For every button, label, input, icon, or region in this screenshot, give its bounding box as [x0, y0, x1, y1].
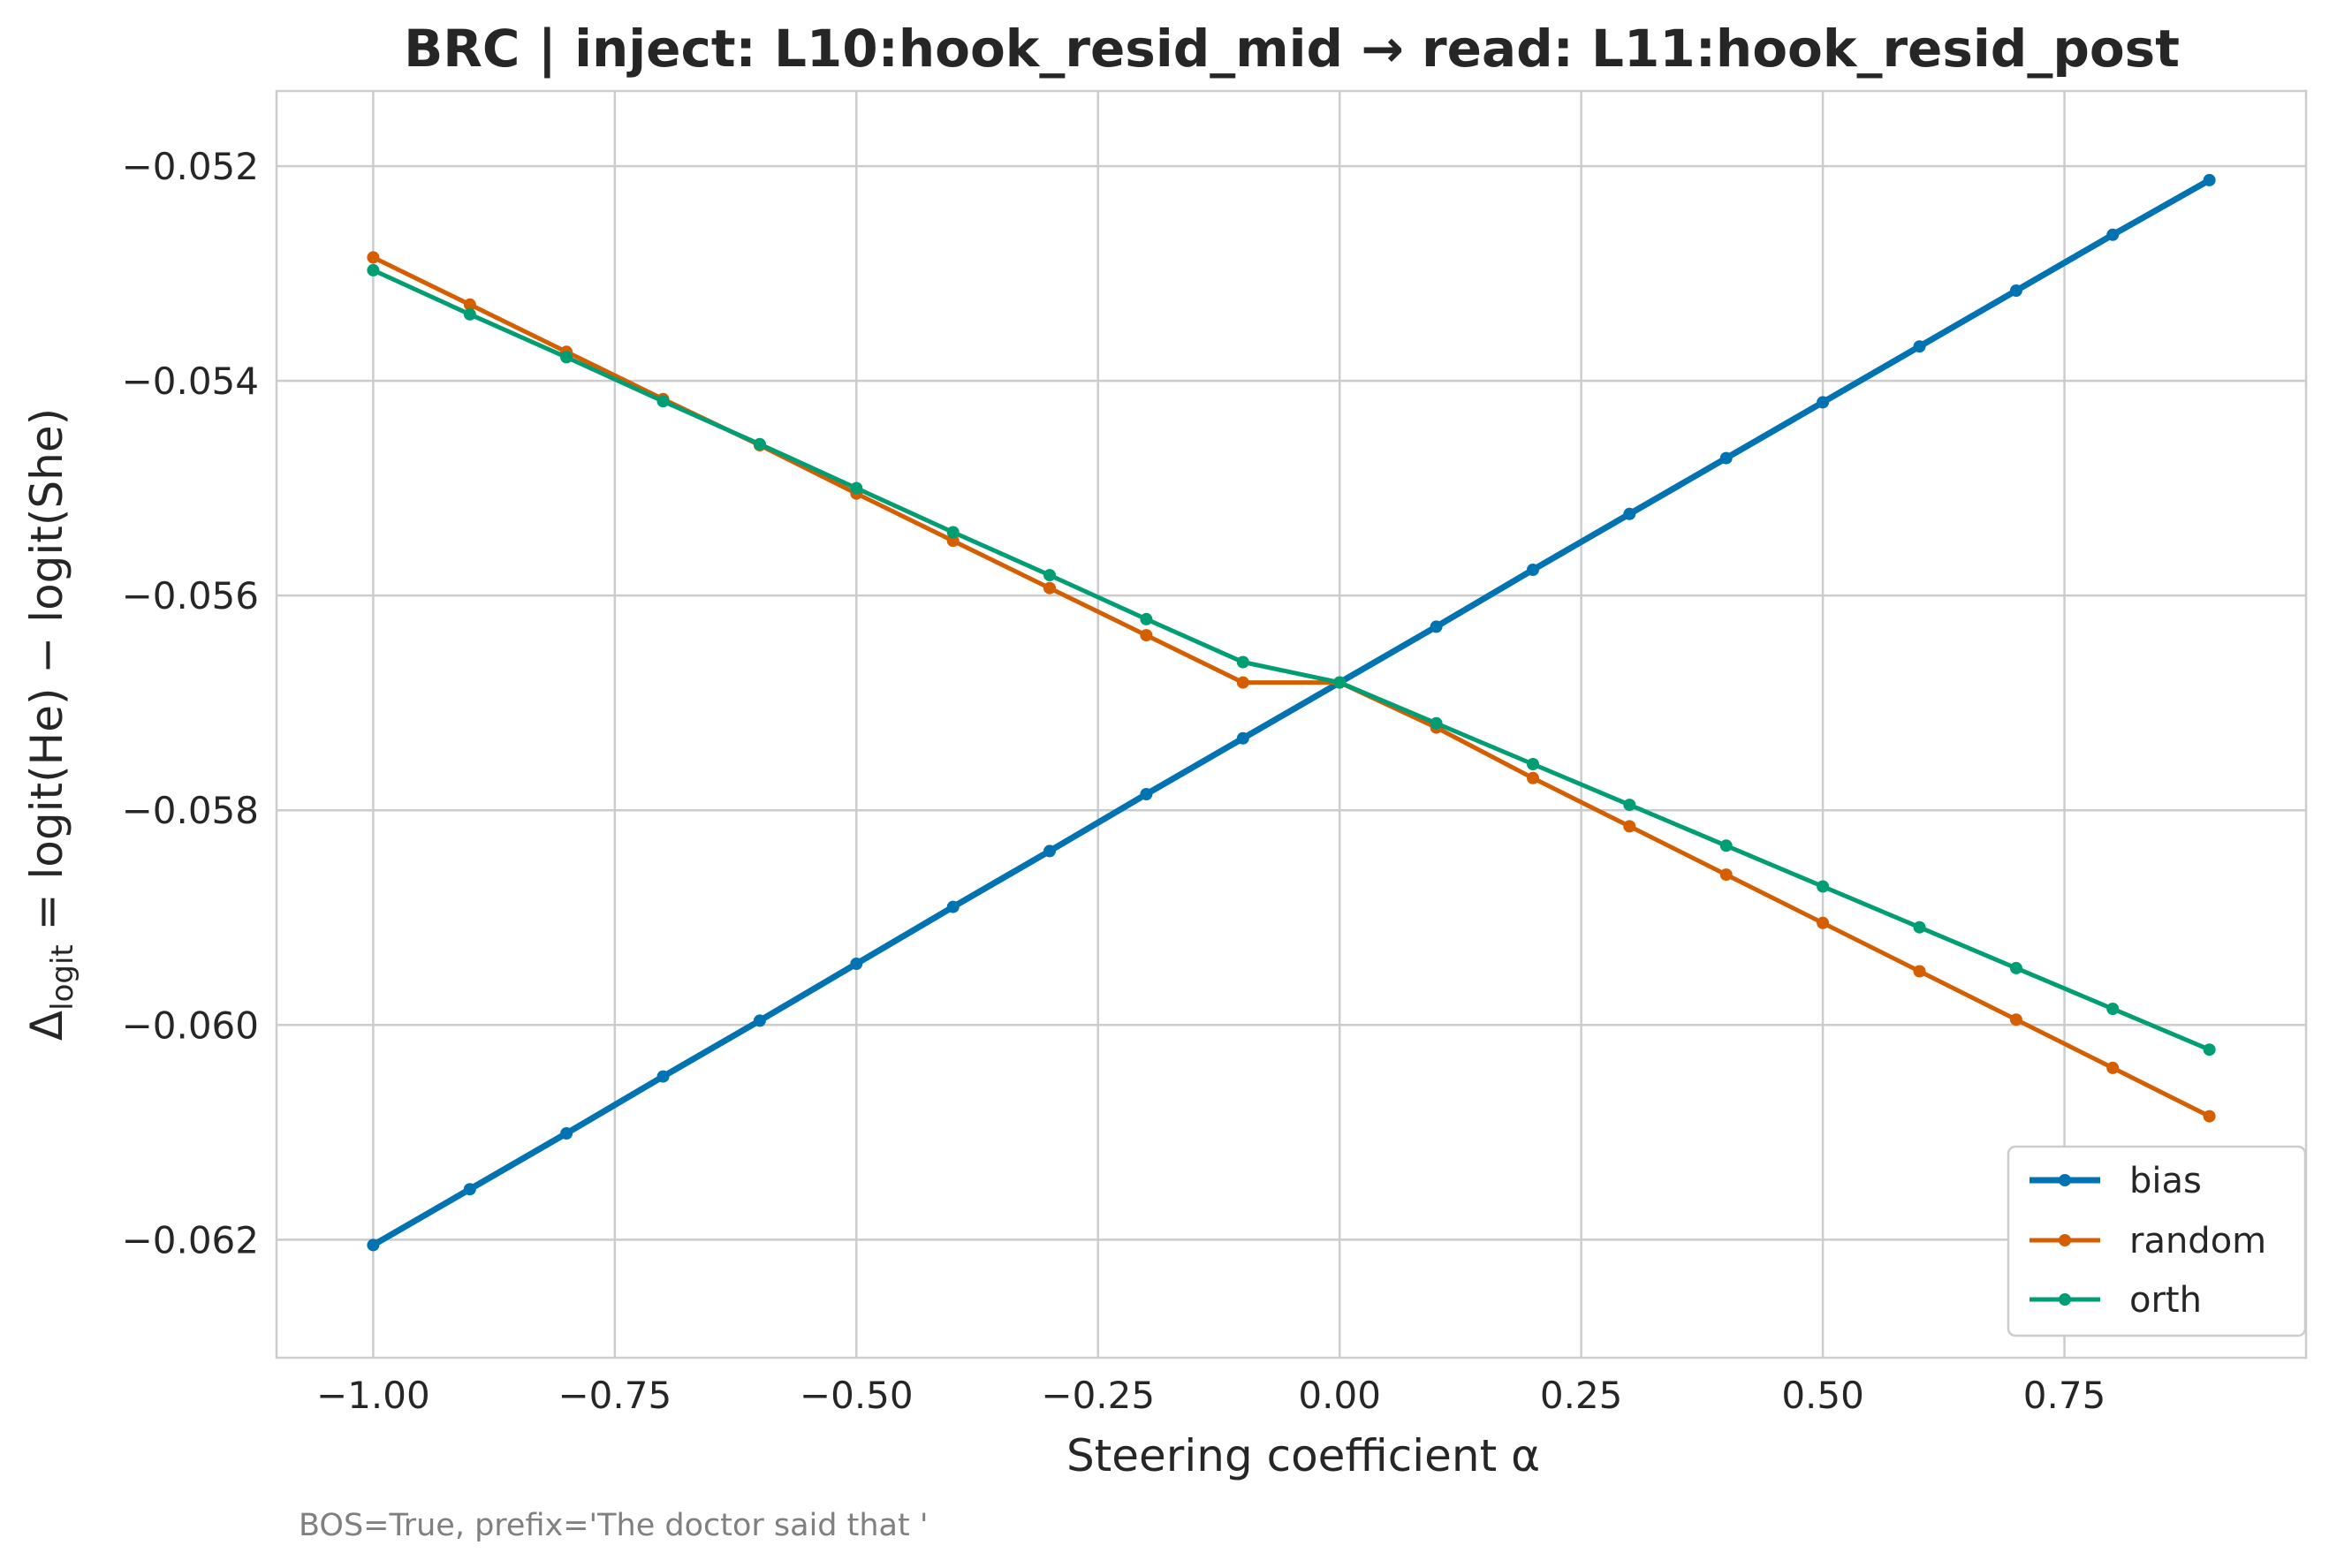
data-point-bias — [1430, 620, 1443, 633]
data-point-orth — [463, 307, 476, 321]
y-tick-labels: −0.062 −0.060 −0.058 −0.056 −0.054 −0.052 — [122, 145, 259, 1261]
data-point-orth — [1527, 758, 1539, 770]
data-point-orth — [1430, 716, 1443, 730]
legend-box — [2007, 1145, 2307, 1337]
x-tick-label: 0.00 — [1298, 1374, 1381, 1417]
legend-label-bias: bias — [2129, 1161, 2202, 1201]
x-tick-label: 0.25 — [1540, 1374, 1623, 1417]
data-point-bias — [946, 900, 960, 913]
data-point-bias — [753, 1014, 766, 1027]
data-point-orth — [2009, 961, 2022, 974]
data-point-random — [1140, 629, 1153, 642]
data-point-bias — [560, 1127, 573, 1140]
x-tick-label: −1.00 — [316, 1374, 430, 1417]
series-orth — [367, 263, 2216, 1057]
y-tick-label: −0.054 — [122, 360, 259, 403]
data-point-bias — [1527, 564, 1539, 576]
data-point-random — [463, 298, 476, 311]
y-axis-label-delta: Δ — [21, 1011, 72, 1041]
x-axis-label: Steering coefficient α — [1066, 1430, 1540, 1481]
data-point-random — [1623, 820, 1636, 833]
data-point-bias — [850, 958, 863, 970]
series-bias — [367, 173, 2216, 1252]
x-tick-label: 0.50 — [1781, 1374, 1864, 1417]
data-point-bias — [2106, 228, 2120, 241]
legend-marker-random — [2059, 1234, 2071, 1246]
data-point-orth — [753, 437, 766, 451]
legend: bias random orth — [2007, 1145, 2307, 1337]
data-point-random — [2106, 1061, 2120, 1074]
data-point-random — [1043, 581, 1056, 595]
data-point-bias — [1236, 731, 1249, 745]
y-tick-label: −0.052 — [122, 145, 259, 188]
data-point-random — [1817, 916, 1830, 929]
legend-label-orth: orth — [2129, 1280, 2202, 1321]
data-point-orth — [1719, 839, 1733, 852]
y-tick-label: −0.058 — [122, 789, 259, 832]
x-tick-labels: −1.00 −0.75 −0.50 −0.25 0.00 0.25 0.50 0.75 — [316, 1374, 2105, 1417]
data-point-orth — [1817, 880, 1830, 893]
data-point-orth — [367, 263, 380, 276]
data-point-bias — [1140, 788, 1153, 800]
y-axis-label-formula: = logit(He) − logit(She) — [21, 408, 72, 944]
data-point-bias — [1817, 396, 1830, 409]
data-point-bias — [2009, 284, 2022, 297]
data-point-random — [1236, 676, 1249, 689]
series-layer — [367, 173, 2216, 1252]
y-axis-label-subscript: logit — [45, 944, 80, 1011]
legend-marker-bias — [2059, 1174, 2071, 1186]
data-point-bias — [367, 1238, 380, 1252]
chart-title: BRC | inject: L10:hook_resid_mid → read:… — [404, 19, 2180, 79]
data-point-bias — [656, 1070, 670, 1083]
data-point-orth — [1623, 799, 1636, 812]
y-tick-label: −0.062 — [122, 1218, 259, 1261]
x-tick-label: −0.50 — [800, 1374, 914, 1417]
data-point-random — [1719, 868, 1733, 882]
legend-marker-orth — [2059, 1293, 2071, 1306]
data-point-random — [1913, 965, 1926, 978]
x-tick-label: 0.75 — [2023, 1374, 2106, 1417]
data-point-bias — [463, 1183, 476, 1196]
plot-frame — [275, 89, 2308, 1360]
data-point-random — [1527, 771, 1539, 784]
legend-label-random: random — [2129, 1221, 2266, 1261]
data-point-orth — [2203, 1043, 2216, 1057]
data-point-orth — [1140, 612, 1153, 625]
grid — [277, 91, 2306, 1358]
data-point-bias — [2203, 173, 2216, 186]
data-point-orth — [946, 526, 960, 539]
data-point-random — [2203, 1110, 2216, 1123]
y-axis-label: Δlogit = logit(He) − logit(She) — [21, 408, 80, 1041]
x-tick-label: −0.25 — [1041, 1374, 1155, 1417]
data-point-orth — [560, 351, 573, 364]
data-point-random — [946, 534, 960, 548]
data-point-orth — [656, 395, 670, 408]
data-point-orth — [1913, 920, 1926, 934]
data-point-bias — [1719, 451, 1733, 465]
data-point-bias — [1043, 845, 1056, 858]
x-tick-label: −0.75 — [558, 1374, 671, 1417]
data-point-orth — [850, 481, 863, 495]
data-point-orth — [1333, 676, 1347, 689]
footnote: BOS=True, prefix='The doctor said that ' — [299, 1508, 928, 1543]
data-point-orth — [2106, 1003, 2120, 1015]
data-point-random — [2009, 1013, 2022, 1026]
y-tick-label: −0.056 — [122, 574, 259, 617]
y-tick-label: −0.060 — [122, 1004, 259, 1047]
series-line-orth — [370, 268, 2212, 1052]
data-point-bias — [1913, 340, 1926, 353]
data-point-orth — [1043, 569, 1056, 582]
data-point-random — [367, 251, 380, 264]
data-point-orth — [1236, 655, 1249, 669]
series-line-bias — [369, 177, 2213, 1248]
data-point-bias — [1623, 507, 1636, 520]
